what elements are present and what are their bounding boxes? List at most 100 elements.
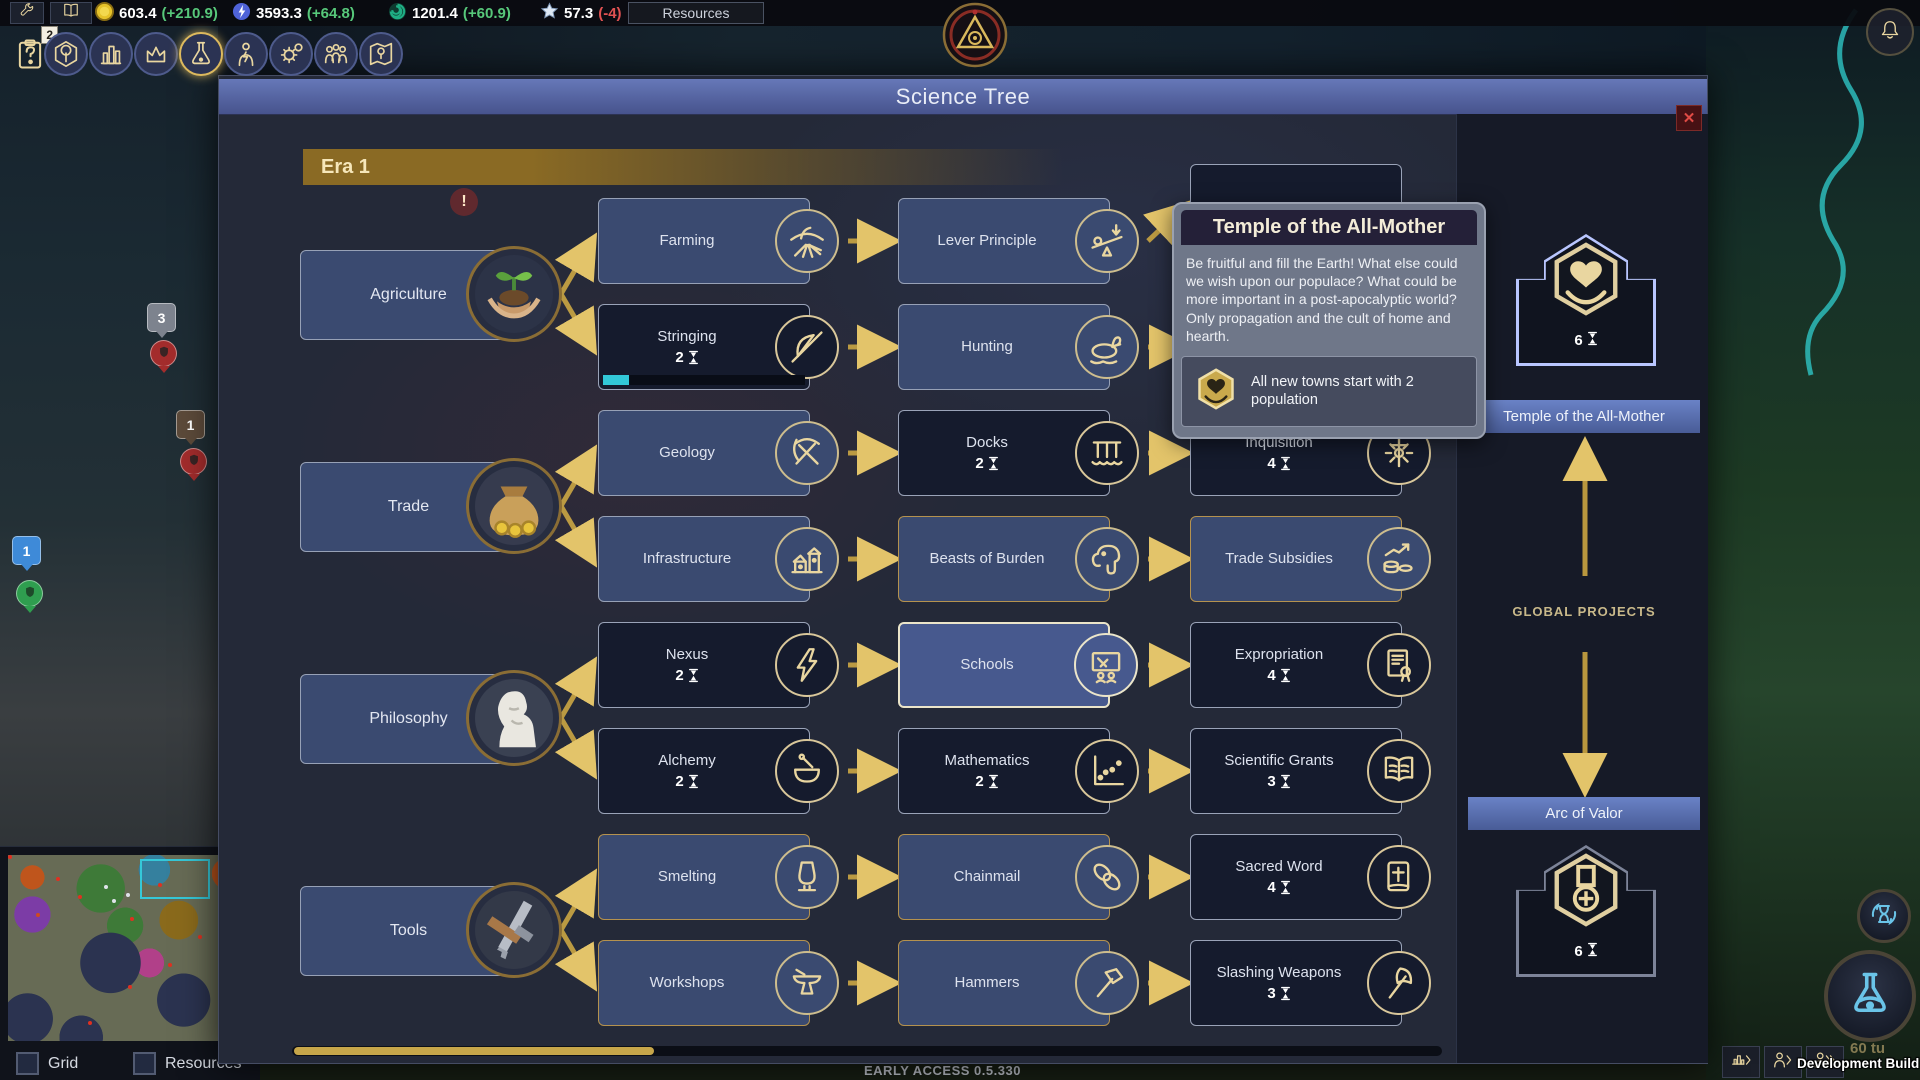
city-chart-icon	[1728, 1049, 1754, 1076]
toolbar-item-science[interactable]	[179, 32, 223, 76]
city-overview-button[interactable]	[1722, 1046, 1760, 1078]
tech-node-lever-principle[interactable]: Lever Principle	[898, 198, 1139, 284]
tech-node-beasts-of-burden[interactable]: Beasts of Burden	[898, 516, 1139, 602]
tech-label: Mathematics	[944, 752, 1030, 770]
stringing-icon	[775, 315, 839, 379]
beasts-of-burden-icon	[1075, 527, 1139, 591]
hourglass-cycle-icon	[1868, 898, 1900, 935]
tech-node-expropriation[interactable]: Expropriation 4	[1190, 622, 1431, 708]
next-unit-button[interactable]	[1764, 1046, 1802, 1078]
modal-title: Science Tree	[219, 79, 1707, 115]
tech-node-trade-subsidies[interactable]: Trade Subsidies	[1190, 516, 1431, 602]
toolbar-item-world[interactable]	[359, 32, 403, 76]
energy-person-icon	[238, 42, 254, 67]
tech-node-workshops[interactable]: Workshops	[598, 940, 839, 1026]
map-pin-stack-gray[interactable]: 3	[147, 303, 176, 332]
tech-turn-cost: 2	[975, 455, 998, 472]
tech-node-alchemy[interactable]: Alchemy 2	[598, 728, 839, 814]
expropriation-icon	[1367, 633, 1431, 697]
grid-checkbox-label: Grid	[48, 1054, 79, 1072]
agriculture-icon	[466, 246, 562, 342]
tech-category-philosophy[interactable]: Philosophy	[300, 670, 562, 766]
toolbar-item-automation[interactable]	[269, 32, 313, 76]
project-label-temple[interactable]: Temple of the All-Mother	[1468, 400, 1700, 433]
toolbar-item-city[interactable]	[89, 32, 133, 76]
philosophy-icon	[466, 670, 562, 766]
tech-node-scientific-grants[interactable]: Scientific Grants 3	[1190, 728, 1431, 814]
alert-badge: !	[450, 188, 478, 216]
project-turns: 6	[1574, 332, 1583, 349]
minimap[interactable]	[8, 855, 252, 1041]
tech-label: Lever Principle	[937, 232, 1037, 250]
tech-category-tools[interactable]: Tools	[300, 882, 562, 978]
chainmail-icon	[1075, 845, 1139, 909]
tooltip-description: Be fruitful and fill the Earth! What els…	[1186, 255, 1458, 344]
toolbar-item-nature[interactable]	[44, 32, 88, 76]
tools-icon	[466, 882, 562, 978]
tech-turn-cost: 4	[1267, 455, 1290, 472]
close-icon[interactable]: ✕	[1676, 105, 1702, 131]
notifications-bell-button[interactable]	[1866, 8, 1914, 56]
tech-label: Stringing	[657, 328, 717, 346]
resource-value: 1201.4	[412, 4, 458, 22]
docks-icon	[1075, 421, 1139, 485]
toolbar-item-population[interactable]	[314, 32, 358, 76]
tech-node-slashing-weapons[interactable]: Slashing Weapons 3	[1190, 940, 1431, 1026]
map-pin-stack-blue[interactable]: 1	[12, 536, 41, 565]
tech-node-geology[interactable]: Geology	[598, 410, 839, 496]
grid-checkbox[interactable]	[16, 1052, 39, 1075]
tech-label: Expropriation	[1234, 646, 1324, 664]
tech-node-schools[interactable]: Schools	[898, 622, 1138, 708]
workshops-icon	[775, 951, 839, 1015]
city-icon	[100, 45, 122, 65]
science-flask-button[interactable]	[1824, 950, 1916, 1042]
tech-node-stringing[interactable]: Stringing 2	[598, 304, 839, 390]
person-arrow-icon	[1771, 1049, 1795, 1076]
settings-wrench-button[interactable]	[10, 2, 44, 24]
tech-turn-cost: 4	[1267, 667, 1290, 684]
map-pin-stack-brown-flag[interactable]	[180, 448, 207, 475]
clipboard-question-icon	[18, 39, 42, 69]
tree-scrollbar-thumb[interactable]	[294, 1047, 654, 1055]
tech-node-hunting[interactable]: Hunting	[898, 304, 1139, 390]
toolbar-item-energy[interactable]	[224, 32, 268, 76]
dev-build-label: Development Build	[1797, 1056, 1920, 1071]
era-header: Era 1	[303, 149, 1063, 185]
skip-all-button[interactable]	[1806, 1046, 1844, 1078]
map-pin-stack-brown[interactable]: 1	[176, 410, 205, 439]
tech-node-farming[interactable]: Farming	[598, 198, 839, 284]
tech-label: Schools	[960, 656, 1014, 674]
tech-node-docks[interactable]: Docks 2	[898, 410, 1139, 496]
research-progress-bar	[603, 375, 805, 385]
tech-node-hammers[interactable]: Hammers	[898, 940, 1139, 1026]
tech-category-trade[interactable]: Trade	[300, 458, 562, 554]
tech-label: Docks	[966, 434, 1008, 452]
spiral-icon	[388, 2, 407, 25]
unit-count: 3	[157, 309, 166, 326]
toolbar-item-rulers[interactable]	[134, 32, 178, 76]
resources-checkbox[interactable]	[133, 1052, 156, 1075]
map-pin-stack-gray-flag[interactable]	[150, 340, 177, 367]
map-pin-stack-blue-flag[interactable]	[16, 580, 43, 607]
tech-node-chainmail[interactable]: Chainmail	[898, 834, 1139, 920]
resources-button[interactable]: Resources	[628, 2, 764, 24]
journal-book-button[interactable]	[50, 2, 92, 24]
turn-counter: 60 tu	[1850, 1040, 1886, 1057]
resource-delta: (+60.9)	[462, 4, 511, 22]
minimap-viewport[interactable]	[140, 859, 210, 899]
tech-node-smelting[interactable]: Smelting	[598, 834, 839, 920]
research-cycle-button[interactable]	[1857, 889, 1911, 943]
hunting-icon	[1075, 315, 1139, 379]
tech-category-agriculture[interactable]: Agriculture	[300, 246, 562, 342]
project-label-arc-of-valor[interactable]: Arc of Valor	[1468, 797, 1700, 830]
tech-node-infrastructure[interactable]: Infrastructure	[598, 516, 839, 602]
infrastructure-icon	[775, 527, 839, 591]
tree-scrollbar-track[interactable]	[292, 1046, 1442, 1056]
tech-node-nexus[interactable]: Nexus 2	[598, 622, 839, 708]
tech-node-mathematics[interactable]: Mathematics 2	[898, 728, 1139, 814]
tech-node-sacred-word[interactable]: Sacred Word 4	[1190, 834, 1431, 920]
person-double-arrow-icon	[1812, 1049, 1838, 1076]
category-label: Trade	[387, 498, 430, 515]
resource-delta: (-4)	[598, 4, 622, 22]
